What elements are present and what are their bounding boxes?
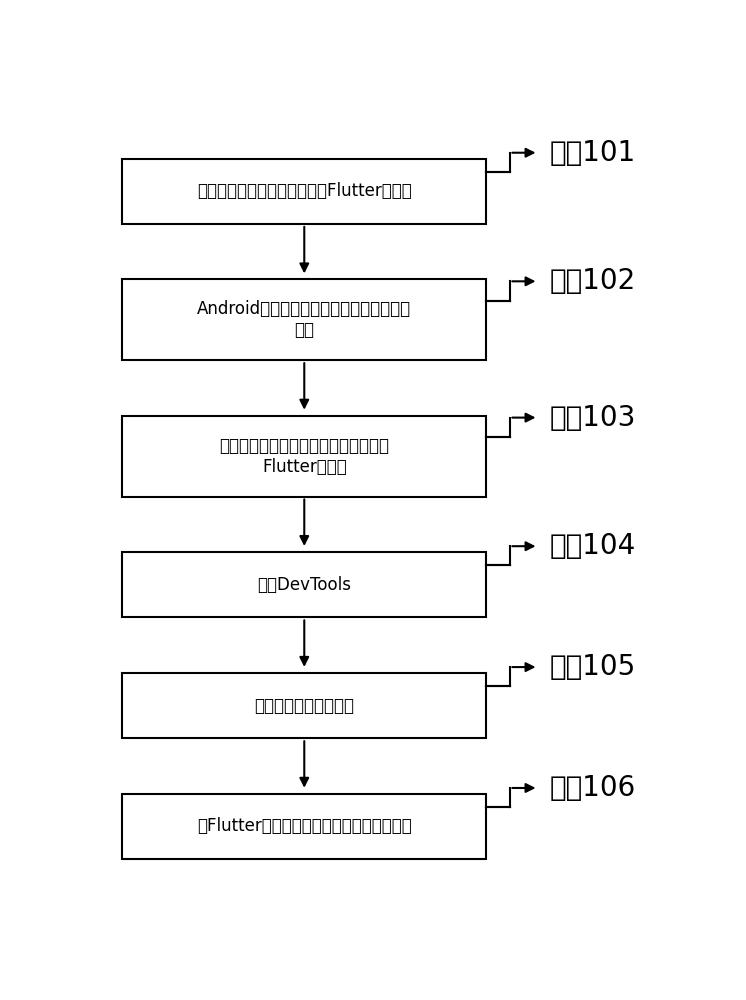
Text: 将Flutter项目最终打包，观察打包后的大小: 将Flutter项目最终打包，观察打包后的大小 (197, 817, 412, 835)
Text: Android真机配置到开发状态，并连接到编
辑器: Android真机配置到开发状态，并连接到编 辑器 (197, 300, 411, 339)
Bar (122, 279, 486, 360)
Bar (122, 673, 486, 738)
Text: 步骤106: 步骤106 (550, 774, 636, 802)
Bar (122, 552, 486, 617)
Text: 步骤104: 步骤104 (550, 532, 636, 560)
Bar (122, 159, 486, 224)
Text: 步骤103: 步骤103 (550, 404, 636, 432)
Text: 步骤101: 步骤101 (550, 139, 636, 167)
Text: 运行DevTools: 运行DevTools (257, 576, 351, 594)
Text: 步骤102: 步骤102 (550, 267, 636, 295)
Text: 在编辑器中开启分析模式运行，并运行
Flutter源代码: 在编辑器中开启分析模式运行，并运行 Flutter源代码 (219, 437, 389, 476)
Text: 从代码库里面获取最新版本的Flutter代码库: 从代码库里面获取最新版本的Flutter代码库 (197, 182, 412, 200)
Text: 分析性能相关属性数据: 分析性能相关属性数据 (254, 697, 354, 715)
Bar (122, 416, 486, 497)
Bar (122, 794, 486, 859)
Text: 步骤105: 步骤105 (550, 653, 636, 681)
